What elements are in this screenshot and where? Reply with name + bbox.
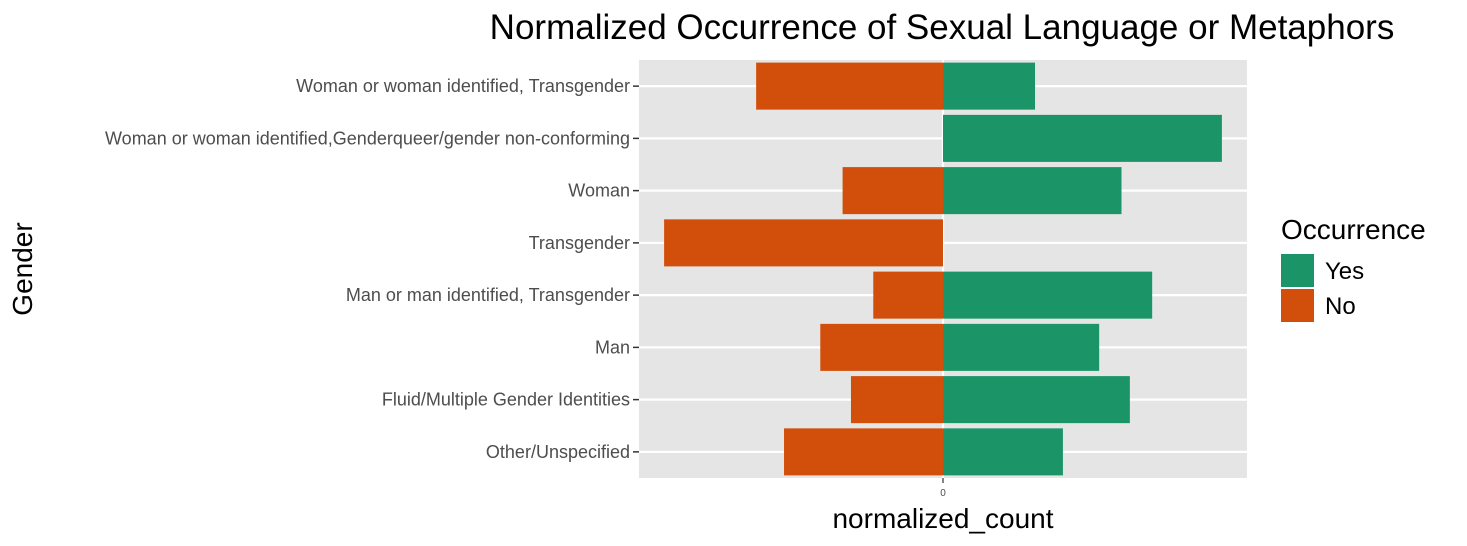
y-tick-label: Other/Unspecified	[486, 442, 630, 462]
bar-yes	[943, 428, 1063, 476]
y-tick-label: Woman	[568, 181, 630, 201]
bar-no	[842, 167, 943, 215]
bar-no	[820, 323, 943, 371]
bar-yes	[943, 271, 1153, 319]
x-tick-label: 0	[940, 488, 946, 499]
bar-no	[756, 62, 943, 110]
y-tick-label: Woman or woman identified, Transgender	[296, 76, 630, 96]
x-axis-title: normalized_count	[832, 503, 1053, 534]
x-axis-ticks: 0	[940, 478, 946, 499]
chart-title: Normalized Occurrence of Sexual Language…	[490, 8, 1395, 47]
bar-yes	[943, 376, 1130, 424]
legend-title: Occurrence	[1281, 214, 1426, 245]
bar-yes	[943, 323, 1100, 371]
bar-yes	[943, 167, 1122, 215]
legend-label-yes: Yes	[1325, 258, 1364, 285]
y-axis-title: Gender	[7, 222, 38, 315]
y-axis-ticks: Woman or woman identified, Transgender Wo…	[105, 76, 639, 462]
y-tick-label: Woman or woman identified,Genderqueer/ge…	[105, 128, 630, 148]
y-tick-label: Fluid/Multiple Gender Identities	[382, 390, 630, 410]
bar-no	[784, 428, 943, 476]
legend-items: Yes No	[1281, 254, 1364, 322]
y-tick-label: Man	[595, 337, 630, 357]
y-tick-label: Transgender	[529, 233, 630, 253]
y-tick-label: Man or man identified, Transgender	[346, 285, 630, 305]
bar-no	[873, 271, 943, 319]
bar-no	[850, 376, 943, 424]
bars	[664, 62, 1222, 476]
bar-no	[664, 219, 943, 267]
legend: Occurrence Yes No	[1281, 214, 1426, 322]
legend-key-no	[1281, 289, 1314, 322]
legend-key-yes	[1281, 254, 1314, 287]
bar-yes	[943, 62, 1036, 110]
legend-label-no: No	[1325, 293, 1356, 320]
bar-yes	[943, 114, 1222, 162]
